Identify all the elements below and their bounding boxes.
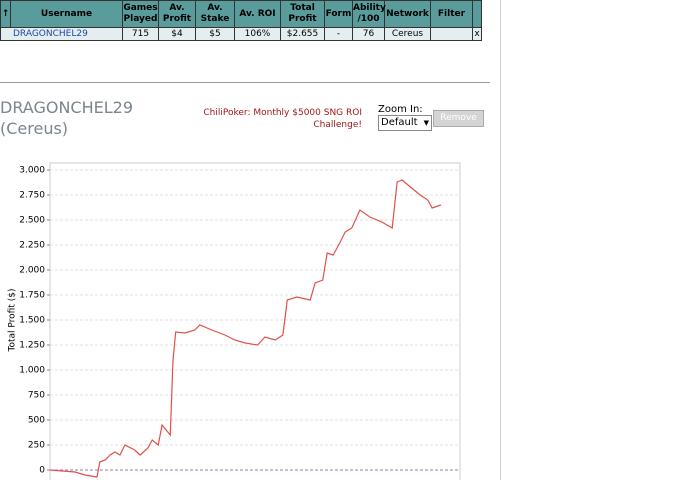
y-tick-label: 1.000 <box>19 366 45 376</box>
column-header[interactable]: Total Profit <box>280 0 325 28</box>
y-tick-label: 500 <box>28 416 45 426</box>
y-tick-label: 1.750 <box>19 291 45 301</box>
column-header[interactable]: Av. Stake <box>195 0 235 28</box>
cell: 76 <box>352 27 385 41</box>
divider <box>0 82 490 83</box>
player-table: ↑ Username Games Played Av. Profit Av. Stake… <box>0 0 482 41</box>
header-row: ↑ Username Games Played Av. Profit Av. Stake… <box>0 0 482 28</box>
y-tick-label: 2.250 <box>19 241 45 251</box>
y-tick-label: 1.250 <box>19 341 45 351</box>
side-border <box>500 0 501 480</box>
column-header[interactable]: Network <box>384 0 431 28</box>
player-network: (Cereus) <box>0 119 69 138</box>
cell: $2.655 <box>280 27 325 41</box>
promo-link[interactable]: ChiliPoker: Monthly $5000 SNG ROI Challe… <box>203 108 362 130</box>
y-axis-label: Total Profit ($) <box>8 289 18 353</box>
profit-line <box>49 179 442 478</box>
column-header[interactable]: Form <box>324 0 353 28</box>
filter-cell <box>430 27 473 41</box>
cell: 715 <box>122 27 159 41</box>
remove-button[interactable]: Remove <box>433 110 484 127</box>
y-tick-label: 750 <box>28 391 45 401</box>
y-tick-label: 2.500 <box>19 216 45 226</box>
zoom-select[interactable]: Default ▼ <box>378 115 432 131</box>
data-row: DRAGONCHEL29 715 $4 $5 106% $2.655-76 Cereus x <box>0 27 482 41</box>
y-tick-label: 2.750 <box>19 191 45 201</box>
player-heading: DRAGONCHEL29 (Cereus) <box>0 97 133 139</box>
cell: Cereus <box>384 27 431 41</box>
cell: 106% <box>234 27 281 41</box>
zoom-value: Default <box>381 117 418 128</box>
y-tick-label: 250 <box>28 441 45 451</box>
cell: $5 <box>195 27 235 41</box>
y-tick-label: 3.000 <box>19 166 45 176</box>
username[interactable]: DRAGONCHEL29 <box>0 27 123 41</box>
y-tick-label: 2.000 <box>19 266 45 276</box>
cell: - <box>324 27 353 41</box>
close-button[interactable]: x <box>472 27 482 41</box>
column-header[interactable]: Ability /100 <box>352 0 386 28</box>
dropdown-arrow: ▼ <box>423 119 429 127</box>
y-tick-label: 1.500 <box>19 316 45 326</box>
zoom-label: Zoom In: <box>378 104 423 115</box>
player-name: DRAGONCHEL29 <box>0 98 133 117</box>
plot-frame <box>49 162 461 480</box>
column-header[interactable]: Username <box>10 0 123 28</box>
y-tick-label: 0 <box>39 466 45 476</box>
